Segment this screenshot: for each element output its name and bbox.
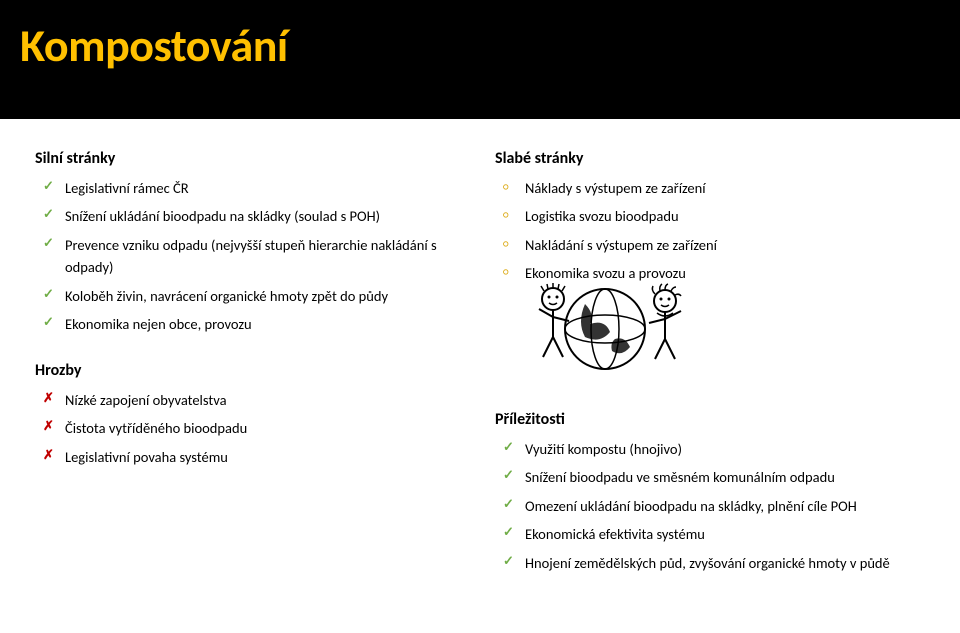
list-item: Nakládání s výstupem ze zařízení xyxy=(495,231,940,259)
opportunities-list: Využití kompostu (hnojivo) Snížení biood… xyxy=(495,435,940,577)
list-item: Nízké zapojení obyvatelstva xyxy=(35,386,465,414)
list-item: Ekonomická efektivita systému xyxy=(495,520,940,548)
list-item: Náklady s výstupem ze zařízení xyxy=(495,174,940,202)
list-item: Logistika svozu bioodpadu xyxy=(495,202,940,230)
slide-header: Kompostování xyxy=(0,0,960,119)
list-item: Prevence vzniku odpadu (nejvyšší stupeň … xyxy=(35,231,465,282)
list-item: Snížení bioodpadu ve směsném komunálním … xyxy=(495,463,940,491)
list-item: Omezení ukládání bioodpadu na skládky, p… xyxy=(495,492,940,520)
list-item: Využití kompostu (hnojivo) xyxy=(495,435,940,463)
list-item: Ekonomika nejen obce, provozu xyxy=(35,310,465,338)
strengths-list: Legislativní rámec ČR Snížení ukládání b… xyxy=(35,174,465,339)
list-item: Legislativní rámec ČR xyxy=(35,174,465,202)
slide-content: Silní stránky Legislativní rámec ČR Sníž… xyxy=(0,119,960,609)
right-column: Slabé stránky Náklady s výstupem ze zaří… xyxy=(495,149,940,599)
list-item: Legislativní povaha systému xyxy=(35,443,465,471)
slide-title: Kompostování xyxy=(20,18,940,74)
list-item: Koloběh živin, navrácení organické hmoty… xyxy=(35,282,465,310)
threats-heading: Hrozby xyxy=(35,361,465,380)
threats-list: Nízké zapojení obyvatelstva Čistota vytř… xyxy=(35,386,465,471)
strengths-heading: Silní stránky xyxy=(35,149,465,168)
list-item: Hnojení zemědělských půd, zvyšování orga… xyxy=(495,549,940,577)
weaknesses-heading: Slabé stránky xyxy=(495,149,940,168)
list-item: Snížení ukládání bioodpadu na skládky (s… xyxy=(35,202,465,230)
left-column: Silní stránky Legislativní rámec ČR Sníž… xyxy=(35,149,465,599)
globe-figures-illustration xyxy=(495,269,715,379)
opportunities-block: Příležitosti Využití kompostu (hnojivo) … xyxy=(495,410,940,577)
opportunities-heading: Příležitosti xyxy=(495,410,940,429)
list-item: Čistota vytříděného bioodpadu xyxy=(35,414,465,442)
